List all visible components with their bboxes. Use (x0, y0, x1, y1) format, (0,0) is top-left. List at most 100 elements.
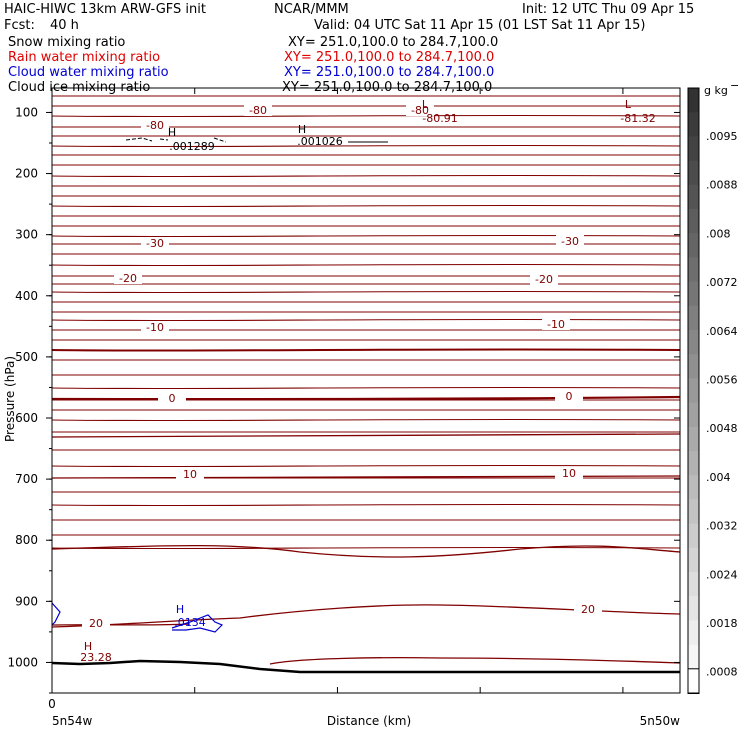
contour-line (51, 215, 681, 217)
colorbar-swatch (688, 354, 699, 379)
contour-label: 10 (183, 468, 197, 481)
colorbar-label: .0008 (706, 666, 738, 679)
terrain-line (51, 659, 680, 674)
extremum-letter: L (625, 98, 632, 111)
contour-line (51, 448, 681, 452)
contour-label: 20 (89, 617, 103, 630)
colorbar-swatch (688, 136, 699, 162)
contour-line (51, 114, 681, 118)
contour-label-bg (542, 318, 570, 330)
field-name-cloud-water: Cloud water mixing ratio (8, 65, 169, 80)
contour-label: -10 (547, 318, 565, 331)
extremum-value: .0134 (174, 616, 206, 629)
extremum-value: .001026 (297, 135, 343, 148)
colorbar-swatch (688, 209, 699, 234)
x-tick-label-0: 0 (48, 697, 56, 711)
extremum-value: -80.91 (422, 112, 457, 125)
colorbar-swatch (688, 426, 699, 452)
extremum-letter: H (84, 640, 92, 653)
colorbar-swatch (688, 233, 699, 258)
contour-line (51, 263, 681, 267)
contour-line (51, 204, 681, 208)
contour-label-bg (555, 467, 583, 479)
colorbar-label: .0072 (706, 276, 738, 289)
contour-line (51, 126, 681, 128)
contour-line (51, 275, 681, 277)
contour-label-bg (114, 272, 142, 284)
org-label: NCAR/MMM (274, 2, 349, 17)
y-tick-label: 200 (15, 167, 38, 181)
contour-label: -30 (561, 235, 579, 248)
y-tick-label: 500 (15, 350, 38, 364)
extremum-value: 23.28 (80, 651, 112, 664)
colorbar-swatch (688, 596, 699, 621)
colorbar-label: .0095 (706, 130, 738, 143)
contour-line (51, 134, 681, 138)
extremum-value: -81.32 (620, 112, 655, 125)
contour-line (51, 144, 681, 148)
contour-line (51, 348, 681, 352)
contour-line (51, 194, 681, 198)
contour-label-bg (556, 235, 584, 247)
field-xy-rain: XY= 251.0,100.0 to 284.7,100.0 (284, 50, 495, 65)
cloud-ice-contour-left (125, 137, 227, 143)
contour-line (51, 290, 681, 294)
extremum-letter: H (298, 123, 306, 136)
colorbar-swatch (688, 112, 699, 137)
contour-line (51, 431, 681, 433)
contour-label-bg (530, 273, 558, 285)
contour-line (51, 163, 681, 167)
colorbar-frame (687, 87, 700, 694)
cloud-water-contour-left (51, 602, 61, 626)
contour-line (51, 408, 681, 412)
y-tick-label: 100 (15, 105, 38, 119)
contour-line (51, 464, 681, 468)
contour-label-bg (141, 321, 169, 333)
contour-line (51, 433, 681, 438)
contour-label: -20 (535, 273, 553, 286)
contour-label: -80 (411, 104, 429, 117)
colorbar-swatch (688, 257, 699, 283)
y-tick-label: 800 (15, 533, 38, 547)
colorbar-label: .004 (706, 471, 731, 484)
fcst-value: 40 h (50, 18, 79, 33)
contour-line (51, 490, 681, 494)
colorbar-swatch (688, 88, 699, 113)
y-axis-title: Pressure (hPa) (3, 356, 17, 442)
contour-label: 0 (169, 392, 176, 405)
plot-title: HAIC-HIWC 13km ARW-GFS init (4, 2, 206, 17)
contour-line (51, 224, 681, 228)
contour-line (51, 310, 681, 314)
colorbar-label: .0064 (706, 325, 738, 338)
colorbar: .0095 .0088 .008 .0072 .0064 .0056 .0048 .004 .0… (687, 79, 740, 694)
y-tick-label: 400 (15, 289, 38, 303)
y-tick-label: 700 (15, 472, 38, 486)
fcst-label: Fcst: (4, 18, 35, 33)
colorbar-swatch (688, 378, 699, 404)
colorbar-swatch (688, 281, 699, 307)
extremum-letter: L (422, 98, 429, 111)
contour-line (51, 546, 681, 550)
colorbar-unit: g kg (704, 84, 728, 97)
contour-line (269, 657, 681, 665)
extremum-letter: H (176, 603, 184, 616)
extremum-letter: H (168, 126, 176, 139)
colorbar-swatch (687, 668, 700, 694)
colorbar-swatch (688, 620, 699, 646)
colorbar-label: .008 (706, 227, 731, 240)
contour-line (51, 185, 681, 187)
colorbar-label: .0048 (706, 422, 738, 435)
contour-label-bg (82, 617, 110, 629)
colorbar-swatch (688, 160, 699, 186)
y-tick-label: 1000 (7, 655, 38, 669)
contour-label: -80 (249, 104, 267, 117)
contour-label-bg (141, 237, 169, 249)
contour-label: 20 (581, 603, 595, 616)
colorbar-label: .0018 (706, 617, 738, 630)
contour-line (51, 503, 681, 507)
colorbar-label: .0032 (706, 520, 738, 533)
contour-line (51, 359, 681, 361)
contour-label: 0 (566, 390, 573, 403)
y-tick-label: 900 (15, 594, 38, 608)
